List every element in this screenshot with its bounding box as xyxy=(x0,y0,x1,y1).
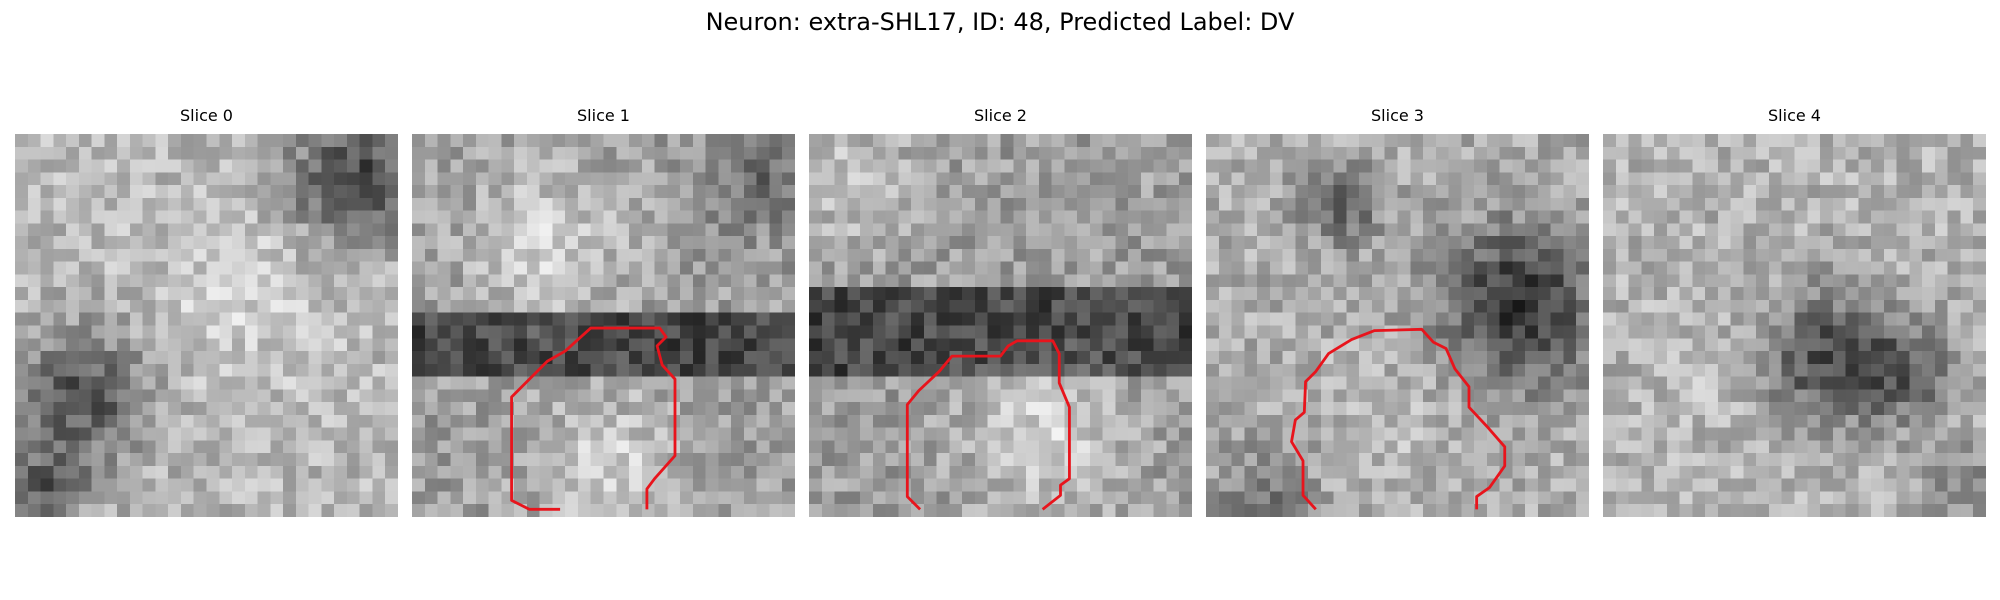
slice-title: Slice 0 xyxy=(180,106,233,125)
neuron-contour xyxy=(510,326,677,511)
slice-image xyxy=(15,134,398,517)
slice-image xyxy=(412,134,795,517)
slice-image xyxy=(1206,134,1589,517)
slice-title: Slice 4 xyxy=(1768,106,1821,125)
slice-image xyxy=(809,134,1192,517)
slice-image xyxy=(1603,134,1986,517)
slice-title: Slice 2 xyxy=(974,106,1027,125)
slice-title: Slice 1 xyxy=(577,106,630,125)
slice-title: Slice 3 xyxy=(1371,106,1424,125)
figure-title: Neuron: extra-SHL17, ID: 48, Predicted L… xyxy=(705,8,1295,36)
neuron-contour xyxy=(1290,327,1507,511)
neuron-contour xyxy=(905,339,1071,511)
